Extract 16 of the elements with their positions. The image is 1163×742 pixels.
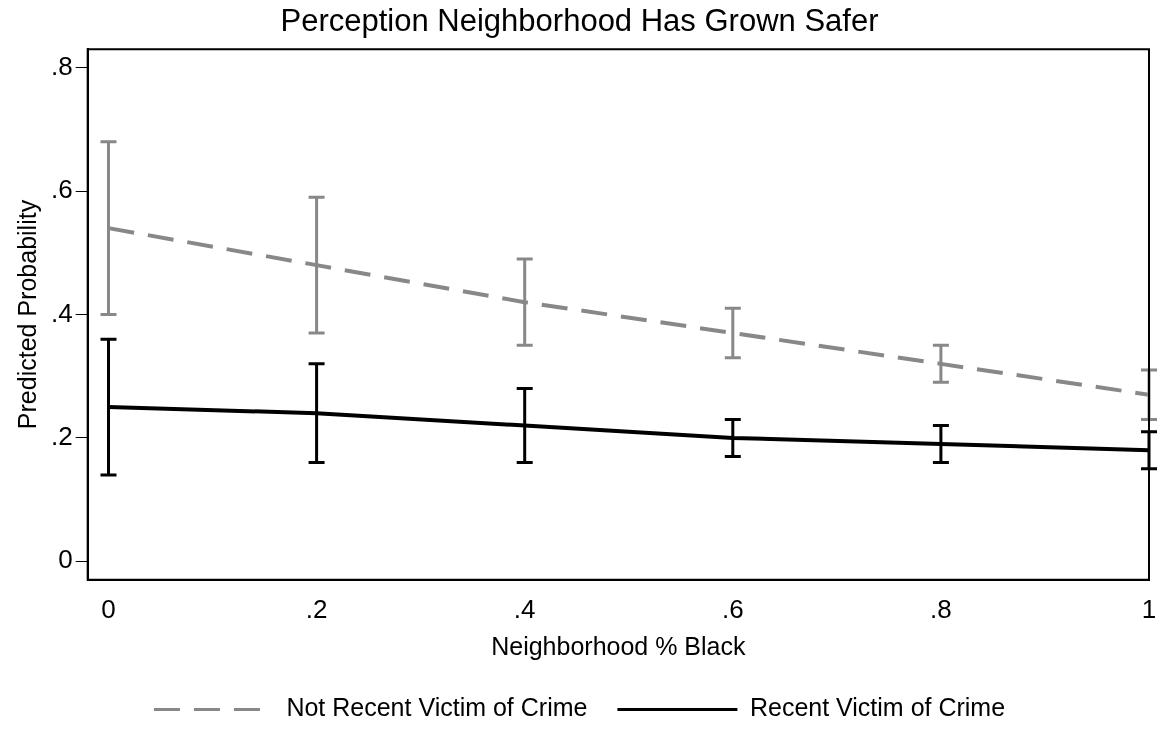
y-tick-label: .6 xyxy=(51,174,73,205)
x-axis-title: Neighborhood % Black xyxy=(491,631,746,660)
y-tick-label: .4 xyxy=(51,297,73,328)
x-tick-label: .2 xyxy=(305,593,328,624)
x-tick-label: 1 xyxy=(1141,593,1157,624)
y-axis-title: Predicted Probability xyxy=(12,199,41,430)
x-tick-label: .4 xyxy=(513,593,536,624)
y-tick-label: .8 xyxy=(51,50,73,81)
legend-label: Not Recent Victim of Crime xyxy=(286,693,588,722)
y-tick-label: .2 xyxy=(51,421,73,452)
x-tick-label: .8 xyxy=(930,593,952,624)
y-tick-label: 0 xyxy=(58,544,73,575)
legend-label: Recent Victim of Crime xyxy=(749,693,1006,722)
x-tick-label: .6 xyxy=(721,593,744,624)
chart-title: Perception Neighborhood Has Grown Safer xyxy=(280,3,879,39)
x-tick-label: 0 xyxy=(101,593,116,624)
